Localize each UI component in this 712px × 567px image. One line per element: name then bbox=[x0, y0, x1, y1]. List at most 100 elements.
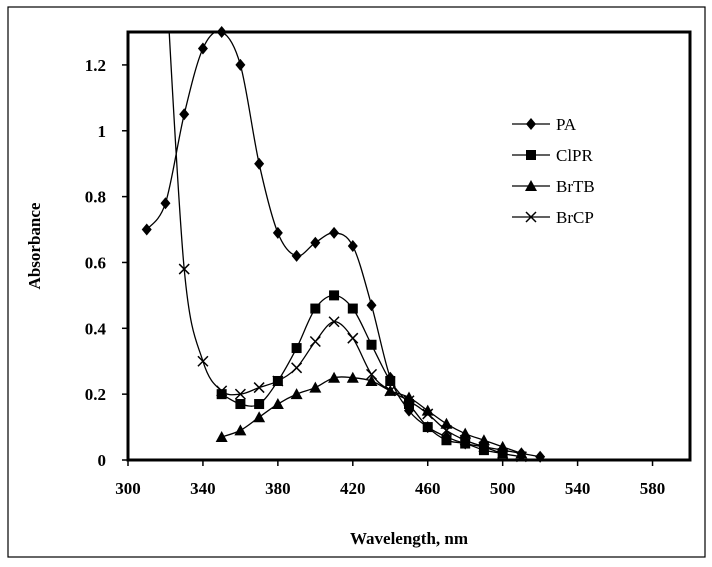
data-point-clpr bbox=[385, 375, 396, 386]
data-point-brtb bbox=[290, 388, 303, 400]
data-point-pa bbox=[272, 226, 283, 239]
data-point-pa bbox=[329, 226, 340, 239]
x-tick-label: 380 bbox=[265, 479, 291, 498]
data-point-brtb bbox=[477, 434, 490, 446]
data-point-brcp bbox=[459, 434, 471, 446]
data-point-brtb bbox=[328, 371, 341, 383]
data-point-brtb bbox=[309, 381, 322, 393]
x-axis: 300 340 380 420 460 500 540 580 bbox=[115, 460, 665, 498]
data-point-clpr bbox=[310, 303, 321, 314]
legend-marker-clpr bbox=[526, 150, 536, 160]
data-point-brtb bbox=[253, 411, 266, 423]
x-tick-label: 460 bbox=[415, 479, 441, 498]
data-point-clpr bbox=[235, 399, 246, 410]
x-tick-label: 300 bbox=[115, 479, 141, 498]
y-tick-label: 0.4 bbox=[85, 319, 107, 338]
y-tick-label: 0.8 bbox=[85, 188, 106, 207]
data-point-clpr bbox=[441, 435, 452, 446]
y-tick-label: 1 bbox=[98, 122, 107, 141]
data-point-brcp bbox=[309, 335, 321, 348]
data-point-brcp bbox=[216, 385, 228, 397]
data-point-brtb bbox=[440, 417, 453, 429]
series-layer bbox=[146, 32, 541, 458]
data-point-brtb bbox=[234, 424, 247, 436]
data-point-brtb bbox=[215, 430, 228, 442]
data-point-brcp bbox=[403, 395, 415, 407]
data-point-brcp bbox=[272, 375, 284, 387]
x-tick-label: 580 bbox=[640, 479, 666, 498]
data-point-pa bbox=[366, 299, 377, 312]
data-point-pa bbox=[179, 108, 190, 121]
legend: PA ClPR BrTB BrCP bbox=[512, 115, 595, 227]
data-point-clpr bbox=[347, 303, 358, 314]
data-point-clpr bbox=[254, 399, 265, 410]
data-point-pa bbox=[235, 58, 246, 71]
data-point-brcp bbox=[478, 441, 490, 453]
legend-marker-brtb bbox=[525, 180, 537, 191]
figure-border bbox=[7, 6, 706, 558]
data-point-clpr bbox=[404, 399, 414, 410]
marker-layer bbox=[141, 26, 546, 463]
data-point-brcp bbox=[440, 424, 452, 436]
legend-label-brtb: BrTB bbox=[556, 177, 595, 196]
legend-label-pa: PA bbox=[556, 115, 577, 134]
y-tick-label: 0 bbox=[98, 451, 107, 470]
data-point-brtb bbox=[346, 371, 359, 383]
data-point-clpr bbox=[460, 438, 471, 449]
data-point-pa bbox=[291, 249, 302, 262]
data-point-pa bbox=[141, 223, 152, 236]
data-point-clpr bbox=[366, 339, 377, 350]
data-point-brtb bbox=[365, 374, 378, 386]
data-point-brtb bbox=[515, 447, 528, 459]
data-point-brcp bbox=[366, 368, 378, 380]
data-point-brcp bbox=[384, 385, 396, 397]
data-point-pa bbox=[197, 42, 208, 55]
data-point-brcp bbox=[328, 316, 340, 328]
data-point-clpr bbox=[329, 290, 340, 301]
data-point-brcp bbox=[422, 408, 434, 420]
data-point-brtb bbox=[459, 427, 472, 439]
data-point-pa bbox=[310, 236, 321, 249]
x-tick-label: 540 bbox=[565, 479, 591, 498]
data-point-brcp bbox=[197, 355, 209, 367]
y-tick-label: 0.6 bbox=[85, 253, 106, 272]
data-point-brtb bbox=[421, 404, 434, 416]
data-point-pa bbox=[216, 26, 227, 38]
data-point-brcp bbox=[347, 332, 359, 344]
x-tick-label: 340 bbox=[190, 479, 216, 498]
y-tick-label: 0.2 bbox=[85, 385, 106, 404]
y-tick-label: 1.2 bbox=[85, 56, 106, 75]
data-point-clpr bbox=[216, 389, 227, 400]
series-line-clpr bbox=[221, 294, 503, 455]
x-axis-title: Wavelength, nm bbox=[350, 529, 468, 548]
x-tick-label: 500 bbox=[490, 479, 516, 498]
legend-marker-brcp bbox=[525, 211, 537, 223]
data-point-brcp bbox=[234, 388, 246, 400]
data-point-brtb bbox=[403, 391, 415, 403]
x-tick-label: 420 bbox=[340, 479, 366, 498]
data-point-pa bbox=[535, 450, 546, 463]
data-point-brcp bbox=[291, 362, 303, 374]
data-point-pa bbox=[347, 240, 358, 252]
legend-label-brcp: BrCP bbox=[556, 208, 594, 227]
legend-marker-pa bbox=[526, 118, 536, 130]
data-point-pa bbox=[254, 157, 265, 170]
series-line-pa bbox=[146, 32, 541, 458]
data-point-brtb bbox=[496, 440, 509, 452]
data-point-brcp bbox=[178, 263, 190, 275]
data-point-clpr bbox=[291, 343, 302, 354]
data-point-brcp bbox=[515, 451, 527, 463]
data-point-clpr bbox=[478, 445, 489, 456]
data-point-brcp bbox=[253, 382, 265, 394]
y-axis-title: Absorbance bbox=[25, 202, 44, 289]
data-point-pa bbox=[160, 197, 171, 210]
y-axis: 0 0.2 0.4 0.6 0.8 1 1.2 bbox=[85, 56, 128, 470]
series-line-brtb bbox=[221, 376, 522, 455]
plot-area bbox=[126, 30, 692, 462]
data-point-brcp bbox=[497, 447, 509, 459]
data-point-brtb bbox=[271, 398, 284, 410]
legend-label-clpr: ClPR bbox=[556, 146, 594, 165]
data-point-clpr bbox=[422, 422, 433, 433]
